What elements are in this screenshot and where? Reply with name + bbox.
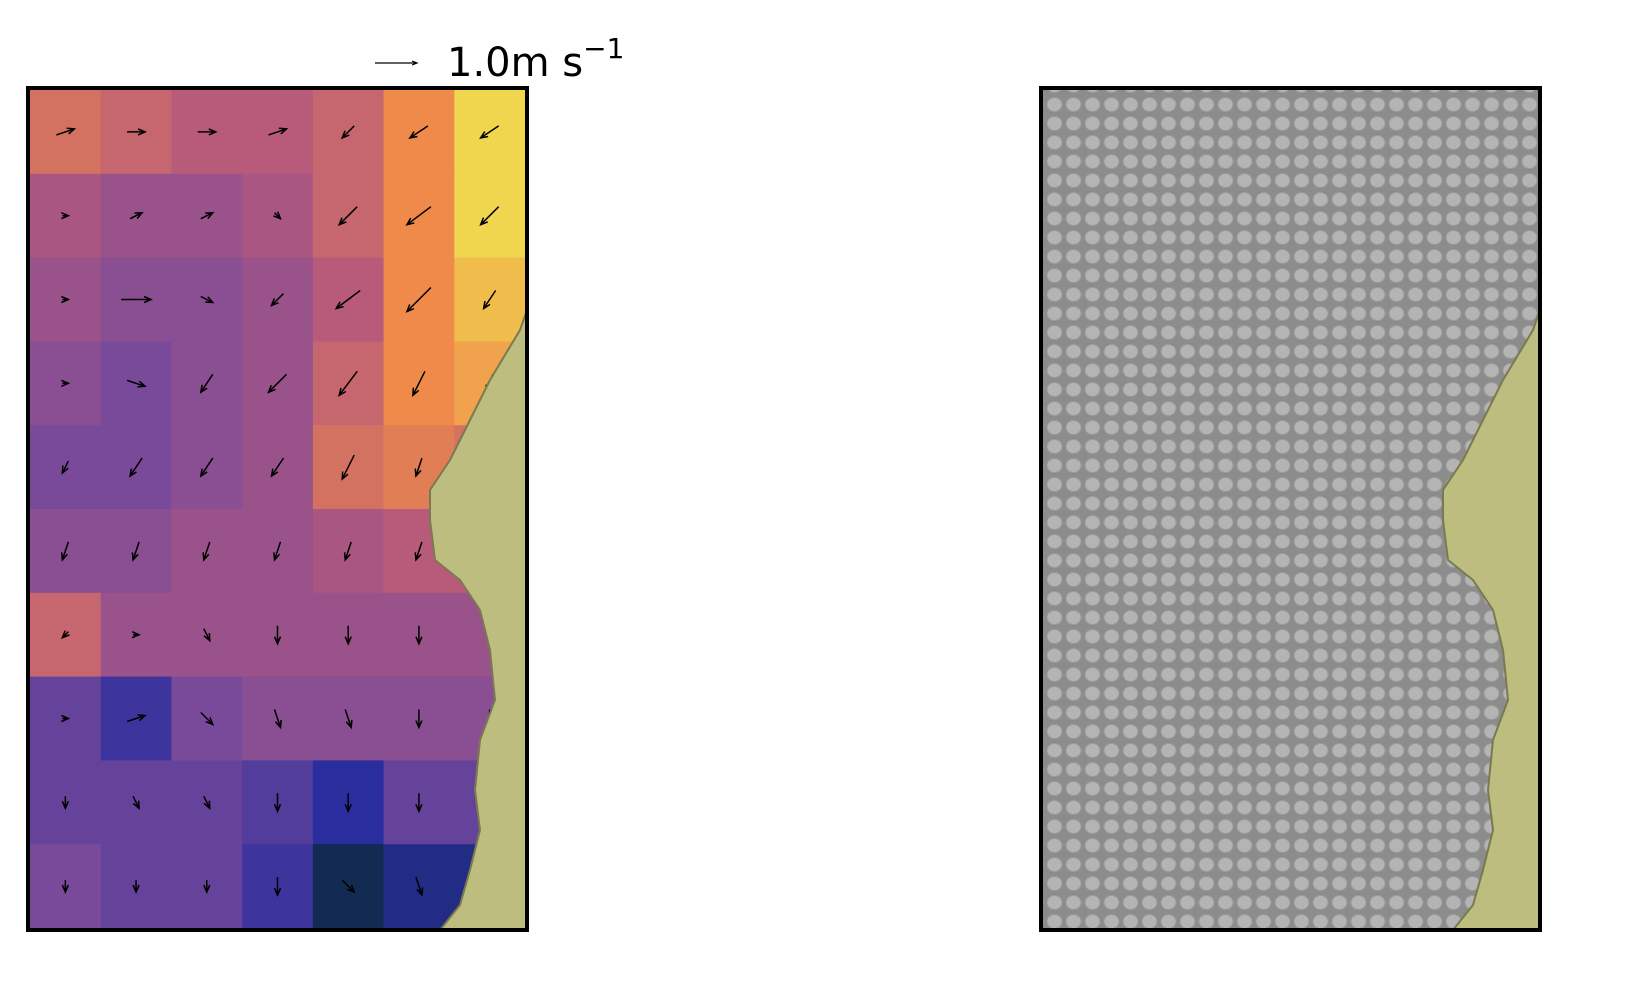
vector-arrow: [273, 709, 282, 730]
vector-arrow: [482, 290, 497, 311]
vector-arrow: [479, 206, 500, 227]
vector-arrow: [200, 711, 215, 726]
vector-arrow: [343, 541, 352, 562]
vector-arrow: [202, 541, 211, 562]
vector-arrow: [61, 379, 71, 387]
panel-frame: [1039, 86, 1542, 932]
vector-arrow: [203, 880, 211, 895]
panel-frame: [26, 86, 529, 932]
vector-arrow: [337, 206, 358, 227]
vector-arrow: [338, 370, 358, 397]
vector-arrow: [61, 880, 70, 895]
quiver-key: 1.0m s−1: [375, 32, 624, 86]
key-label: 1.0m s−1: [447, 32, 624, 86]
vector-arrow: [412, 370, 426, 398]
vector-arrow: [200, 211, 215, 220]
vector-arrow: [479, 125, 500, 139]
vector-arrow: [268, 127, 289, 136]
vector-arrow: [197, 128, 218, 136]
vector-arrow: [121, 295, 153, 304]
vector-arrow: [61, 630, 70, 640]
key-arrow: [375, 60, 419, 66]
vector-arrow: [340, 125, 355, 140]
vector-arrow: [126, 714, 147, 723]
vector-arrow: [129, 457, 143, 478]
vector-arrow: [61, 295, 71, 304]
vector-arrow: [344, 793, 352, 814]
vector-arrow: [127, 128, 147, 136]
vector-arrow: [56, 127, 77, 136]
vector-arrow: [270, 457, 285, 478]
vector-arrow: [131, 631, 141, 639]
vector-arrow: [270, 292, 285, 307]
vector-arrow: [334, 289, 361, 310]
vector-arrow: [61, 460, 70, 475]
vector-arrow: [344, 709, 353, 730]
ellipse-panel: [1039, 86, 1542, 932]
vector-arrow: [129, 211, 144, 220]
vector-arrow: [273, 877, 282, 898]
vector-arrow: [273, 793, 282, 814]
vector-arrow: [273, 625, 282, 646]
vector-arrow: [408, 125, 429, 139]
vector-arrow: [132, 880, 140, 895]
vector-arrow: [60, 541, 70, 562]
vector-arrow: [199, 373, 214, 394]
vector-arrow: [61, 212, 71, 220]
land: [429, 309, 528, 931]
vector-arrow: [199, 457, 214, 478]
vector-arrow: [341, 879, 356, 894]
vector-arrow: [414, 541, 423, 562]
vector-arrow: [200, 295, 215, 304]
vector-arrow: [61, 796, 70, 811]
key-exponent: −1: [583, 32, 624, 65]
vector-arrow: [415, 625, 423, 646]
vector-arrow: [267, 373, 288, 394]
vector-arrow: [203, 628, 211, 643]
vector-arrow: [344, 625, 352, 646]
vector-arrow: [405, 206, 432, 226]
vector-arrow: [61, 714, 71, 723]
key-text: 1.0m s: [447, 40, 583, 86]
vector-arrow: [341, 454, 355, 481]
land: [1442, 309, 1541, 931]
vector-arrow: [273, 211, 282, 221]
vector-arrow: [273, 541, 282, 562]
vector-arrow: [415, 876, 424, 897]
vector-arrow: [414, 457, 423, 478]
vector-arrow: [131, 541, 140, 562]
vector-arrow: [132, 795, 140, 811]
vector-arrow: [415, 709, 423, 730]
vector-arrow: [203, 795, 211, 811]
vector-arrow: [126, 379, 147, 388]
vector-arrow: [415, 793, 423, 814]
vector-arrow: [405, 286, 432, 313]
